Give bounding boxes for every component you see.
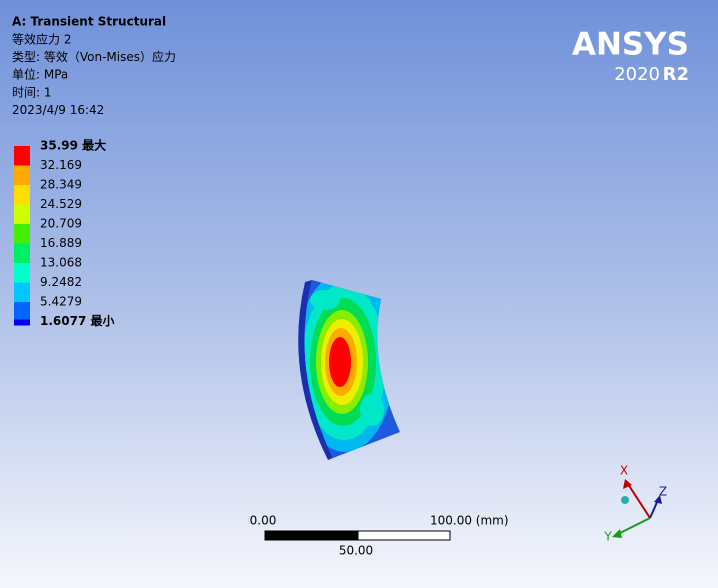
analysis-title: A: Transient Structural bbox=[12, 15, 166, 29]
legend-label: 5.4279 bbox=[40, 295, 82, 309]
legend-swatch bbox=[14, 243, 30, 263]
header-line: 2023/4/9 16:42 bbox=[12, 103, 104, 117]
triad-y: Y bbox=[603, 530, 612, 544]
legend-swatch bbox=[14, 185, 30, 205]
contour bbox=[304, 280, 400, 458]
triad-x: X bbox=[620, 464, 628, 478]
legend-label: 28.349 bbox=[40, 178, 82, 192]
legend-swatch bbox=[14, 165, 30, 185]
logo-year: 2020 bbox=[614, 64, 660, 85]
triad-z: Z bbox=[659, 485, 667, 499]
model-side bbox=[298, 280, 333, 460]
legend-label: 35.99 最大 bbox=[40, 138, 106, 153]
legend-label: 24.529 bbox=[40, 197, 82, 211]
legend-label: 9.2482 bbox=[40, 275, 82, 289]
logo-release: R2 bbox=[663, 64, 689, 85]
legend-label: 13.068 bbox=[40, 256, 82, 270]
legend-swatch bbox=[14, 146, 30, 166]
legend-swatch bbox=[14, 263, 30, 283]
legend-swatch bbox=[14, 204, 30, 224]
legend-label: 16.889 bbox=[40, 236, 82, 250]
legend: 35.99 最大 32.169 28.349 24.529 20.709 16.889 13… bbox=[14, 138, 115, 328]
axis-triad: X Y Z bbox=[603, 464, 667, 544]
scale-start: 0.00 bbox=[250, 514, 277, 528]
scale-bar-white bbox=[357, 530, 451, 541]
model bbox=[298, 280, 400, 460]
scale-end: 100.00 (mm) bbox=[430, 514, 509, 528]
legend-swatch bbox=[14, 302, 30, 322]
header-line: 单位: MPa bbox=[12, 67, 68, 82]
scale-middle: 50.00 bbox=[339, 544, 373, 558]
scale-bar-black bbox=[264, 530, 359, 541]
legend-swatch bbox=[14, 224, 30, 244]
header-line: 等效应力 2 bbox=[12, 32, 71, 47]
legend-swatch bbox=[14, 319, 30, 326]
header-line: 类型: 等效（Von-Mises）应力 bbox=[12, 49, 176, 64]
logo-name: ANSYS bbox=[572, 27, 689, 63]
legend-label: 1.6077 最小 bbox=[40, 313, 115, 328]
legend-label: 32.169 bbox=[40, 158, 82, 172]
legend-swatch bbox=[14, 282, 30, 302]
header-line: 时间: 1 bbox=[12, 85, 52, 99]
legend-label: 20.709 bbox=[40, 217, 82, 231]
